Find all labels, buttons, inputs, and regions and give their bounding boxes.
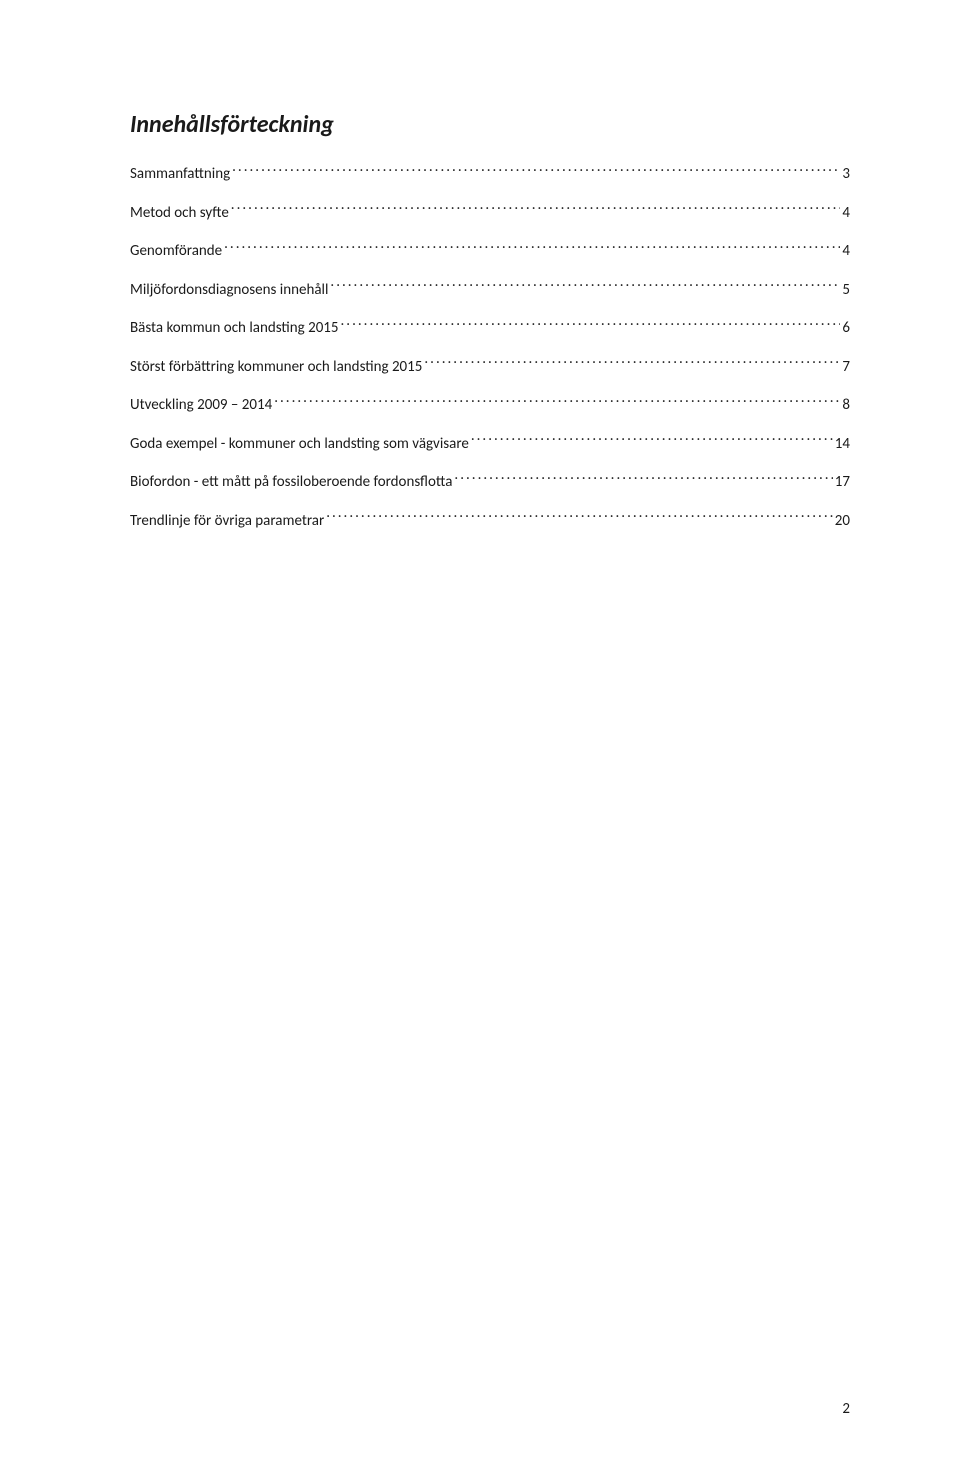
toc-leader-dots	[231, 202, 841, 217]
toc-page-number: 20	[835, 510, 850, 533]
toc-entry[interactable]: Biofordon - ett mått på fossiloberoende …	[130, 471, 850, 494]
toc-leader-dots	[274, 394, 840, 409]
toc-page-number: 3	[842, 163, 850, 186]
toc-leader-dots	[326, 510, 833, 525]
toc-entry[interactable]: Utveckling 2009 – 2014 8	[130, 394, 850, 417]
toc-entry[interactable]: Metod och syfte 4	[130, 202, 850, 225]
toc-label: Goda exempel - kommuner och landsting so…	[130, 433, 469, 456]
toc-page-number: 4	[842, 240, 850, 263]
toc-entry[interactable]: Miljöfordonsdiagnosens innehåll 5	[130, 279, 850, 302]
toc-label: Störst förbättring kommuner och landstin…	[130, 356, 422, 379]
toc-label: Genomförande	[130, 240, 222, 263]
toc-label: Utveckling 2009 – 2014	[130, 394, 272, 417]
page-title: Innehållsförteckning	[130, 110, 850, 139]
toc-label: Trendlinje för övriga parametrar	[130, 510, 324, 533]
toc-entry[interactable]: Goda exempel - kommuner och landsting so…	[130, 433, 850, 456]
toc-entry[interactable]: Störst förbättring kommuner och landstin…	[130, 356, 850, 379]
toc-page-number: 14	[835, 433, 850, 456]
toc-label: Biofordon - ett mått på fossiloberoende …	[130, 471, 452, 494]
toc-entry[interactable]: Bästa kommun och landsting 2015 6	[130, 317, 850, 340]
toc-entry[interactable]: Sammanfattning 3	[130, 163, 850, 186]
toc-leader-dots	[341, 317, 841, 332]
toc-leader-dots	[232, 163, 840, 178]
toc-label: Miljöfordonsdiagnosens innehåll	[130, 279, 328, 302]
toc-leader-dots	[424, 356, 840, 371]
toc-leader-dots	[454, 471, 832, 486]
toc-list: Sammanfattning 3 Metod och syfte 4 Genom…	[130, 163, 850, 532]
toc-page-number: 5	[842, 279, 850, 302]
toc-page-number: 6	[842, 317, 850, 340]
toc-page-number: 4	[842, 202, 850, 225]
toc-leader-dots	[330, 279, 840, 294]
toc-leader-dots	[471, 433, 833, 448]
toc-entry[interactable]: Trendlinje för övriga parametrar 20	[130, 510, 850, 533]
page-number: 2	[842, 1400, 850, 1418]
toc-leader-dots	[224, 240, 840, 255]
toc-label: Bästa kommun och landsting 2015	[130, 317, 339, 340]
toc-page-number: 17	[835, 471, 850, 494]
toc-page-number: 7	[842, 356, 850, 379]
toc-label: Sammanfattning	[130, 163, 230, 186]
toc-entry[interactable]: Genomförande 4	[130, 240, 850, 263]
toc-page-number: 8	[842, 394, 850, 417]
toc-label: Metod och syfte	[130, 202, 229, 225]
